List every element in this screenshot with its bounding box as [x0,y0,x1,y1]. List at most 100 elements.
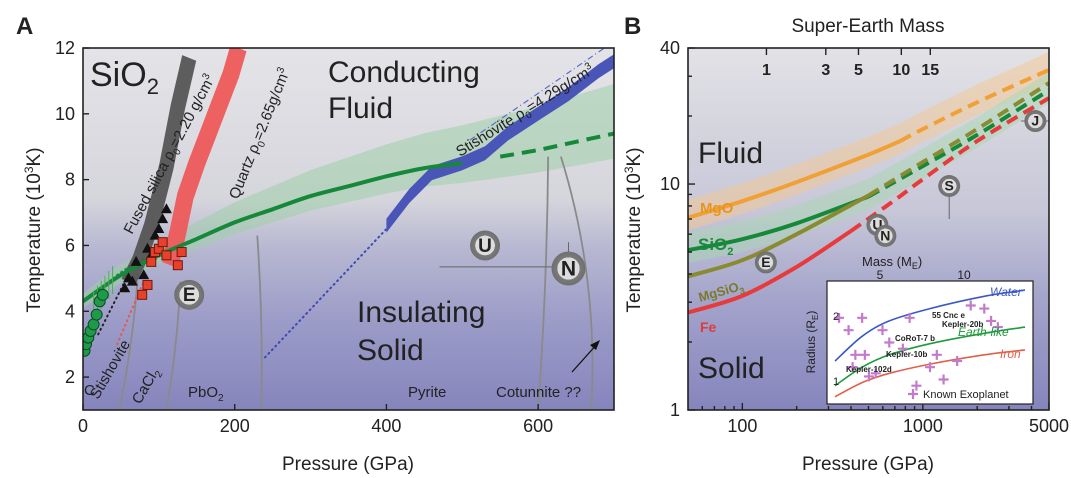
melting-curve-dashed [499,131,614,159]
band-sio2 [688,72,1049,264]
inset-exoplanet-marker [843,325,854,336]
stishovite-hugoniot-band [386,54,614,233]
inset-ytick-2: 2 [833,311,839,323]
curve-mgsio3-dashed [867,81,1049,198]
curve-fe-solid [688,229,853,315]
data-point-triangle [126,275,138,286]
cotunnite-arrow-head [590,340,600,350]
b-ytick-label: 1 [670,400,680,420]
phase-boundary-cotunnite [560,156,594,410]
data-point-triangle [157,213,169,224]
data-point-circle [87,318,100,331]
phase-pbo2-label: PbO2 [188,384,224,404]
data-point-triangle [153,223,165,233]
super-earth-mass-title: Super-Earth Mass [791,16,944,37]
quartz-hugoniot-band [162,48,247,269]
inset-ylabel: Radius (RE) [804,311,820,374]
panel-b-xlabel: Pressure (GPa) [802,454,934,475]
data-point-triangle [138,269,150,280]
region-fluid-label: Fluid [328,92,393,125]
inset-55cnc-label: 55 Cnc e [932,311,965,320]
fused-silica-hugoniot-band [121,55,197,285]
inset-exoplanet-marker [904,312,915,323]
planet-a-e-disc [174,279,205,310]
data-point-triangle [160,203,172,214]
inset-exoplanet-marker [859,349,870,360]
curve-mgo-solid [688,139,902,220]
panel-a-axes: 0 200 400 600 2 4 6 8 10 12 [55,38,553,436]
region-solid-label: Solid [357,334,424,367]
stishovite-extrapolation-dotted [264,228,388,359]
inset-kepler20b-label: Kepler-20b [942,320,983,329]
b-ytick-label: 40 [660,38,680,58]
b-ytick-label: 10 [660,174,680,194]
phase-cotunnite-label: Cotunnite ?? [496,384,581,401]
phase-c-label: C [84,382,95,399]
inset-curve-earth-like [834,326,1026,387]
inset-exoplanet-marker [938,374,949,385]
panel-a-ylabel: Temperature (103K) [22,147,45,312]
data-point-square [142,279,153,290]
melting-curve-uncertainty-band [83,83,614,309]
phase-boundary-pbo2 [256,235,263,410]
curve-sio2-dashed [867,88,1049,199]
panel-a-xlabel: Pressure (GPa) [282,454,414,475]
b-xtick-label: 1000 [903,416,943,436]
data-point-triangle [149,229,161,240]
panel-b-plot-contents: E UN S J [688,52,1049,315]
panel-b-letter: B [624,13,641,40]
inset-exoplanet-marker [925,362,935,373]
panel-b-ylabel: Temperature (103K) [622,147,645,312]
inset-exoplanet-marker [911,380,922,391]
b-top-tick-label: 15 [921,62,939,79]
planet-b-e-label: E [761,254,770,270]
stishovite-dashdot-fit [469,48,606,141]
planet-b-e-disc [754,251,777,274]
panel-a-compound-label: SiO2 [90,56,159,99]
planet-b-j-label: J [1031,113,1039,129]
inset-exoplanet-marker [857,312,868,323]
inset-earthlike-label: Earth-like [958,325,1009,339]
inset-mass-label: Mass (ME) [862,254,922,271]
data-point-triangle [119,282,131,293]
inset-legend-marker [908,389,918,399]
curve-mgo-dashed [899,68,1049,143]
a-ytick-label: 10 [55,104,75,124]
a-xtick-label: 600 [523,416,553,436]
phase-boundary-pyrite [537,156,550,410]
planet-b-n-label: N [880,227,890,243]
b-top-tick-label: 1 [762,62,771,79]
panel-b: B Super-Earth Mass E UN S J 100 1000 5000 1 10 4… [622,13,1069,475]
a-ytick-label: 12 [55,38,75,58]
inset-ytick-1: 1 [833,376,839,388]
a-xtick-label: 0 [78,416,88,436]
b-top-tick-label: 10 [892,62,910,79]
data-point-triangle [130,255,142,266]
data-point-square [157,237,168,248]
inset-plot-contents [834,289,1026,399]
curve-sio2-solid [688,194,870,253]
inset-exoplanet-marker [834,312,845,323]
inset-kepler10b-label: Kepler-10b [886,350,927,359]
planet-b-s-disc [938,175,961,198]
a-ytick-label: 4 [65,301,75,321]
data-point-circle [90,308,103,321]
curve-fe-dashed [849,96,1049,233]
a-ytick-label: 6 [65,235,75,255]
inset-exoplanet-marker [931,349,942,360]
region-b-solid-label: Solid [698,352,765,385]
a-ytick-label: 8 [65,170,75,190]
inset-exoplanet-marker [965,300,976,311]
data-point-square [172,260,183,271]
panel-a-letter: A [16,13,33,40]
a-ytick-label: 2 [65,367,75,387]
planet-b-u-label: U [872,216,882,232]
band-mgo [688,52,1049,231]
data-point-square [161,250,172,261]
data-point-circle [96,288,109,301]
b-top-tick-label: 5 [854,62,863,79]
inset-curve-water [834,289,1026,362]
region-insulating-label: Insulating [357,296,485,329]
